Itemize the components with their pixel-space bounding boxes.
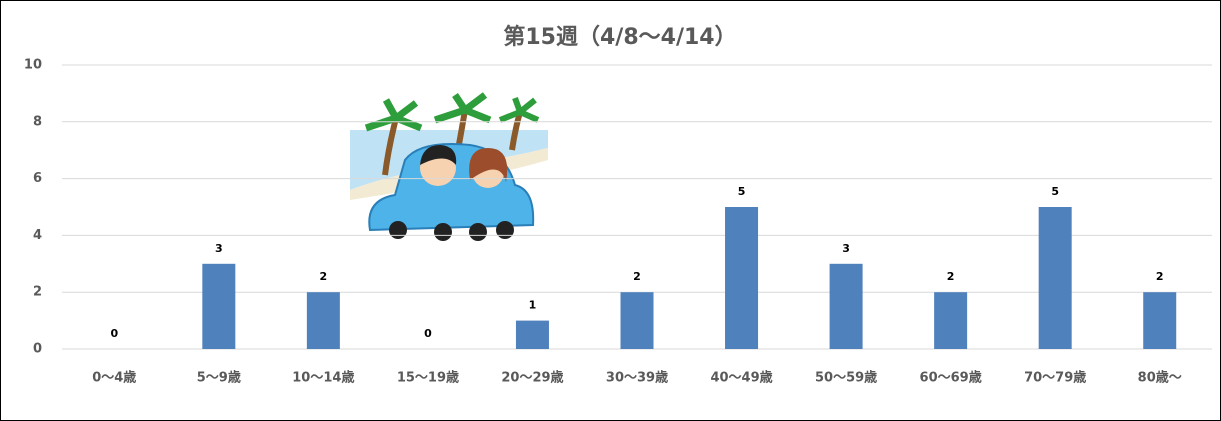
chart-border [1,1,1221,421]
x-tick-label: 70～79歳 [1024,370,1086,386]
x-tick-label: 5～9歳 [197,370,241,386]
bar [621,292,654,349]
bar [516,321,549,349]
x-tick-label: 0～4歳 [92,370,136,386]
y-tick-label: 4 [33,228,42,243]
bar [934,292,967,349]
bar [1143,292,1176,349]
value-label: 3 [842,242,850,255]
value-label: 2 [633,270,641,283]
bar [1039,207,1072,349]
bar [830,264,863,349]
value-label: 5 [1051,185,1059,198]
x-tick-label: 40～49歳 [710,370,772,386]
x-tick-label: 30～39歳 [606,370,668,386]
y-tick-label: 6 [33,171,42,186]
value-label: 1 [529,299,537,312]
y-tick-label: 8 [33,114,42,129]
value-label: 2 [947,270,955,283]
x-tick-label: 60～69歳 [920,370,982,386]
x-tick-label: 10～14歳 [292,370,354,386]
value-label: 5 [738,185,746,198]
value-label: 0 [424,327,432,340]
y-tick-label: 0 [33,342,42,357]
value-label: 2 [1156,270,1164,283]
bar [725,207,758,349]
chart: 第15週（4/8～4/14） 02468100～4歳05～9歳310～14歳21… [0,0,1221,421]
value-label: 3 [215,242,223,255]
x-tick-label: 50～59歳 [815,370,877,386]
y-tick-label: 2 [33,285,42,300]
x-tick-label: 20～29歳 [501,370,563,386]
value-label: 0 [110,327,118,340]
bar [307,292,340,349]
chart-title: 第15週（4/8～4/14） [503,24,736,50]
y-tick-label: 10 [24,58,42,73]
bar [202,264,235,349]
value-label: 2 [320,270,328,283]
x-tick-label: 15～19歳 [397,370,459,386]
x-tick-label: 80歳～ [1138,370,1182,386]
